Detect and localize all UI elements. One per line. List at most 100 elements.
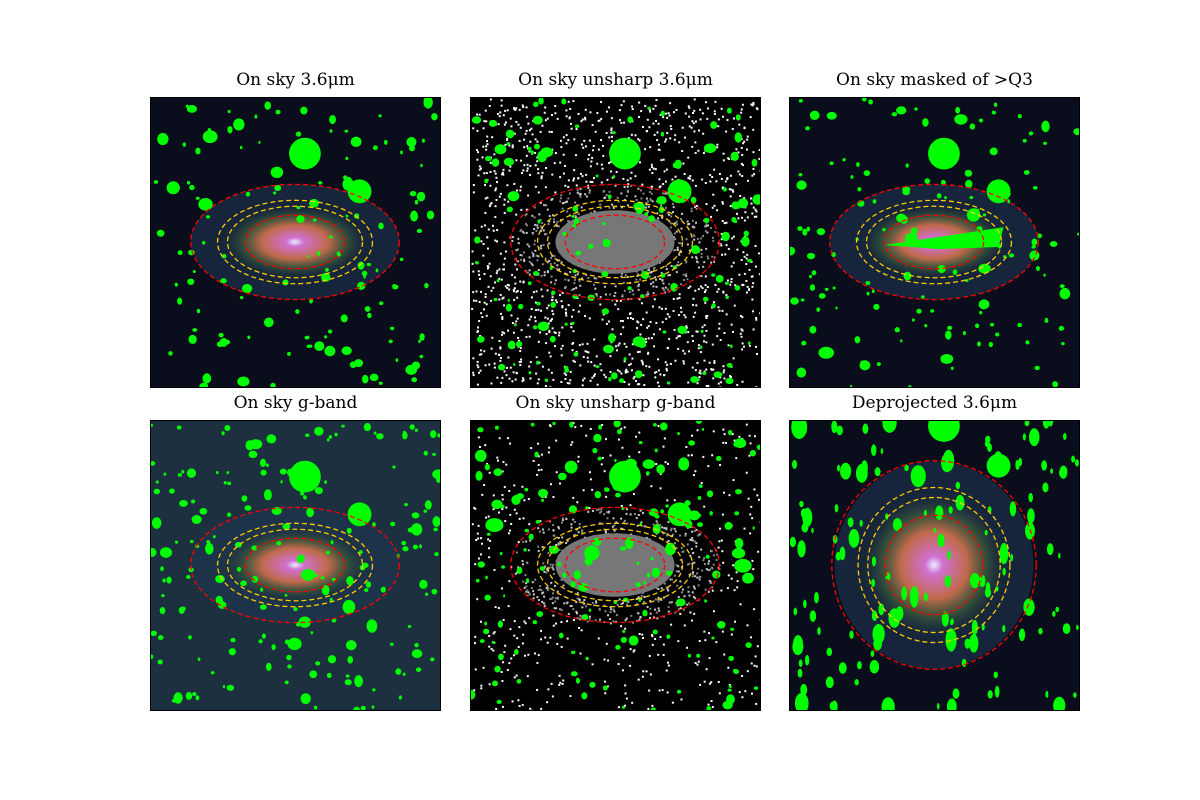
mask-blob — [969, 195, 974, 200]
mask-blob — [799, 500, 804, 508]
mask-blob — [734, 285, 741, 291]
mask-blob — [233, 118, 245, 131]
mask-blob — [809, 110, 820, 120]
mask-blob — [620, 546, 627, 551]
mask-blob — [726, 107, 732, 114]
mask-blob — [924, 324, 928, 328]
mask-blob — [753, 686, 759, 690]
mask-blob — [171, 698, 177, 703]
mask-blob — [839, 546, 846, 561]
mask-blob — [287, 351, 291, 356]
mask-blob — [628, 635, 639, 646]
galaxy-image — [150, 97, 441, 388]
mask-blob — [161, 594, 165, 598]
mask-blob — [796, 180, 807, 190]
mask-blob — [656, 464, 665, 474]
mask-blob — [859, 360, 871, 371]
mask-blob — [378, 114, 382, 118]
mask-blob — [792, 638, 804, 656]
mask-blob — [230, 637, 236, 643]
mask-blob — [910, 227, 918, 235]
mask-blob — [404, 502, 408, 507]
mask-blob — [215, 575, 225, 583]
mask-star — [289, 137, 321, 170]
mask-blob — [979, 574, 986, 588]
mask-blob — [486, 532, 491, 536]
mask-blob — [1053, 696, 1066, 710]
mask-blob — [151, 517, 162, 529]
mask-blob — [857, 187, 862, 192]
mask-blob — [614, 459, 617, 463]
mask-blob — [965, 179, 973, 189]
mask-blob — [432, 516, 440, 527]
mask-blob — [933, 527, 937, 534]
mask-blob — [407, 624, 412, 629]
mask-blob — [179, 500, 188, 507]
mask-blob — [790, 536, 796, 548]
mask-blob — [199, 382, 209, 387]
mask-blob — [259, 604, 267, 610]
mask-blob — [409, 190, 417, 197]
mask-blob — [955, 494, 965, 511]
mask-blob — [550, 301, 557, 308]
mask-blob — [419, 333, 425, 341]
mask-blob — [324, 345, 336, 357]
mask-blob — [476, 335, 485, 343]
mask-blob — [557, 562, 562, 567]
mask-blob — [911, 318, 915, 322]
mask-blob — [1073, 692, 1077, 698]
mask-blob — [993, 671, 998, 679]
mask-blob — [346, 527, 352, 534]
mask-blob — [954, 114, 968, 125]
mask-blob — [687, 653, 692, 658]
mask-blob — [201, 240, 206, 245]
mask-blob — [151, 630, 157, 637]
mask-blob — [395, 358, 399, 362]
mask-blob — [603, 487, 610, 492]
mask-blob — [729, 344, 733, 349]
mask-blob — [361, 374, 369, 384]
mask-blob — [817, 626, 821, 635]
mask-blob — [237, 376, 250, 387]
mask-blob — [496, 699, 502, 704]
mask-blob — [727, 688, 732, 692]
mask-blob — [716, 620, 726, 629]
mask-blob — [627, 116, 633, 123]
mask-blob — [483, 628, 490, 635]
mask-blob — [357, 261, 365, 270]
mask-blob — [340, 314, 348, 323]
mask-blob — [871, 444, 877, 457]
mask-blob — [475, 470, 483, 481]
mask-blob — [1028, 428, 1040, 447]
mask-blob — [527, 281, 532, 286]
mask-blob — [726, 362, 733, 368]
mask-blob — [424, 500, 432, 510]
mask-blob — [665, 504, 669, 508]
mask-blob — [226, 684, 235, 691]
mask-blob — [797, 226, 803, 232]
mask-blob — [805, 126, 810, 131]
mask-blob — [390, 326, 395, 331]
mask-blob — [372, 145, 378, 151]
mask-blob — [1031, 245, 1036, 249]
mask-blob — [854, 678, 859, 686]
mask-blob — [249, 439, 263, 450]
mask-blob — [474, 449, 487, 462]
mask-blob — [950, 366, 954, 370]
mask-blob — [1059, 284, 1065, 289]
mask-blob — [310, 631, 314, 635]
mask-blob — [488, 119, 498, 127]
mask-blob — [659, 422, 668, 431]
mask-blob — [308, 198, 319, 208]
galaxy-image — [789, 420, 1080, 711]
mask-blob — [802, 507, 813, 527]
mask-blob — [1059, 468, 1064, 477]
mask-blob — [978, 299, 990, 310]
mask-blob — [573, 570, 582, 580]
mask-blob — [215, 471, 219, 475]
mask-blob — [313, 705, 318, 710]
panel-title: On sky unsharp g-band — [515, 393, 716, 413]
mask-blob — [798, 659, 803, 667]
mask-blob — [380, 586, 386, 593]
mask-blob — [832, 286, 836, 290]
